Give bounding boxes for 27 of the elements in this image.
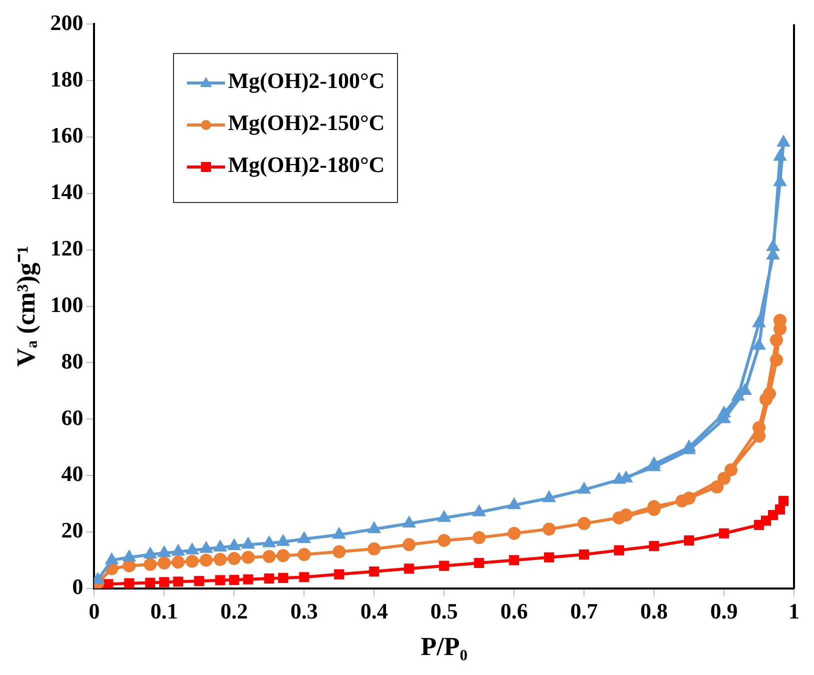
x-tick-label: 1 — [788, 598, 800, 624]
legend-label: Mg(OH)2-100°C — [228, 68, 385, 93]
x-axis-title: P/P₀ — [420, 632, 468, 662]
y-tick-label: 180 — [50, 66, 84, 92]
y-tick-label: 100 — [50, 292, 84, 317]
x-tick-label: 0.8 — [640, 598, 668, 624]
legend-label: Mg(OH)2-180°C — [228, 152, 385, 177]
y-tick-label: 0 — [72, 574, 84, 600]
x-tick-label: 0.5 — [430, 598, 458, 624]
x-tick-label: 0.9 — [710, 598, 738, 624]
x-tick-label: 0 — [88, 598, 100, 624]
y-tick-label: 120 — [50, 236, 84, 261]
x-tick-label: 0.3 — [290, 598, 318, 624]
x-tick-label: 0.6 — [500, 598, 528, 624]
y-tick-label: 20 — [61, 518, 84, 543]
y-axis-title: Vₐ (cm³)g⁻¹ — [11, 246, 40, 367]
legend-label: Mg(OH)2-150°C — [228, 110, 385, 135]
x-tick-label: 0.2 — [220, 598, 248, 624]
y-tick-label: 60 — [61, 404, 84, 430]
y-tick-label: 200 — [50, 10, 84, 35]
y-tick-label: 140 — [50, 179, 84, 204]
x-tick-label: 0.4 — [360, 598, 388, 624]
x-tick-label: 0.1 — [150, 598, 178, 624]
y-tick-label: 40 — [61, 461, 84, 486]
x-tick-label: 0.7 — [570, 598, 598, 624]
y-tick-label: 80 — [61, 348, 84, 374]
y-tick-label: 160 — [50, 122, 84, 148]
